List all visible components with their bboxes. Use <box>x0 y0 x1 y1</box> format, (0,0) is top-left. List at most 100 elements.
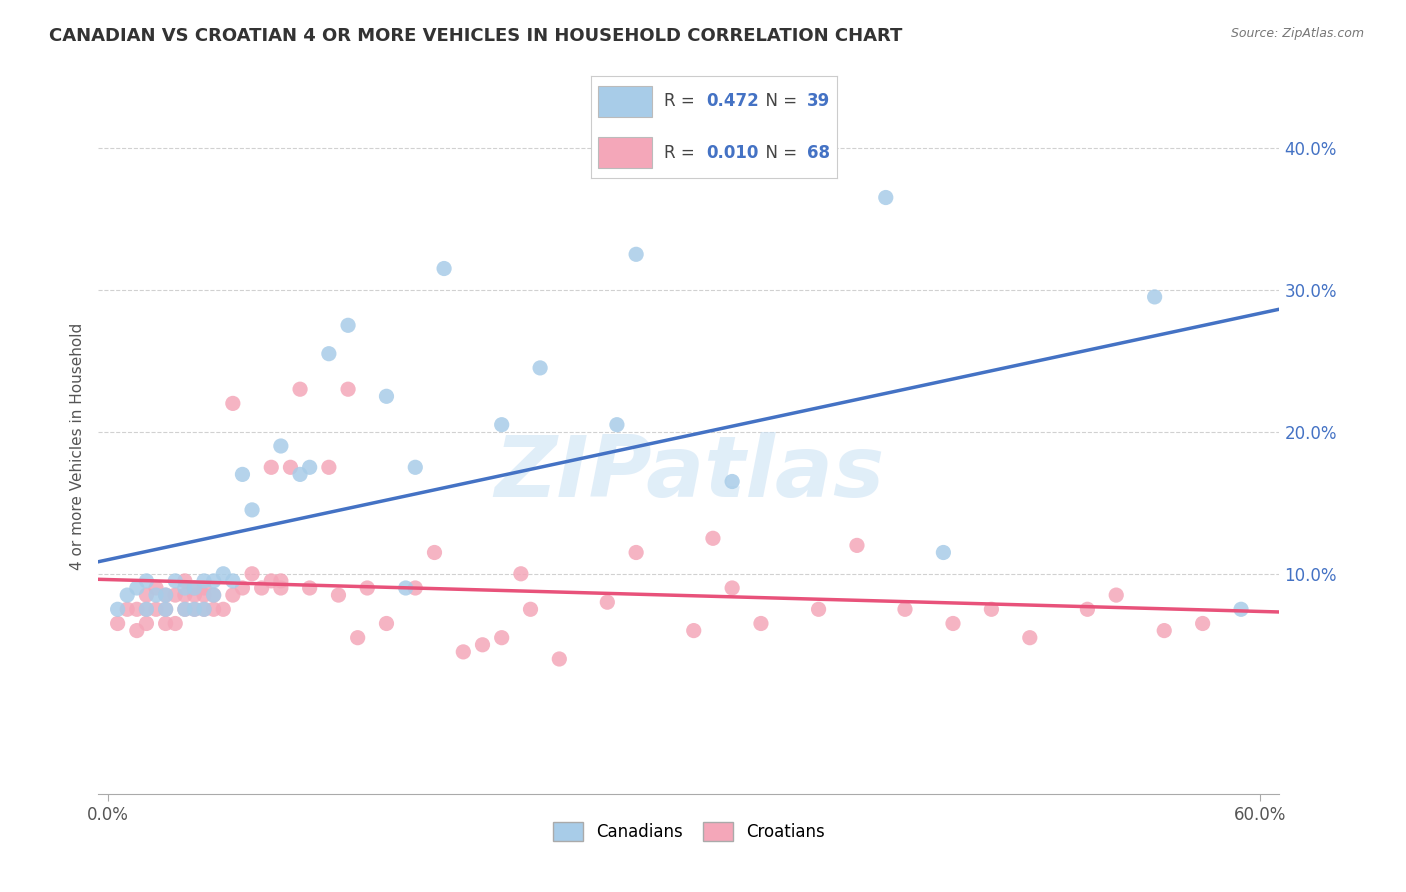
Point <box>509 566 531 581</box>
Point <box>193 581 215 595</box>
Point <box>193 574 215 588</box>
Point <box>270 439 292 453</box>
Point <box>183 581 205 595</box>
Point <box>183 588 205 602</box>
Point <box>222 574 245 588</box>
Point <box>375 389 398 403</box>
Point <box>212 566 235 581</box>
Point <box>749 616 772 631</box>
Point <box>260 574 283 588</box>
Point <box>135 602 157 616</box>
Point <box>298 581 321 595</box>
Point <box>682 624 704 638</box>
Point <box>1230 602 1253 616</box>
Point <box>202 574 225 588</box>
Point <box>356 581 378 595</box>
Point <box>173 581 195 595</box>
Point <box>165 574 187 588</box>
Point <box>337 382 360 396</box>
Point <box>145 581 167 595</box>
Point <box>145 588 167 602</box>
FancyBboxPatch shape <box>598 137 652 168</box>
Point <box>155 616 177 631</box>
Point <box>721 475 744 489</box>
Point <box>846 538 869 552</box>
Text: ZIPatlas: ZIPatlas <box>494 433 884 516</box>
Point <box>318 347 340 361</box>
Point <box>624 545 647 559</box>
Point <box>183 602 205 616</box>
Point <box>145 602 167 616</box>
Text: N =: N = <box>755 144 803 161</box>
Y-axis label: 4 or more Vehicles in Household: 4 or more Vehicles in Household <box>69 322 84 570</box>
Point <box>721 581 744 595</box>
Text: 68: 68 <box>807 144 830 161</box>
Text: 0.472: 0.472 <box>706 93 759 111</box>
Point <box>250 581 273 595</box>
FancyBboxPatch shape <box>598 87 652 117</box>
Point <box>183 602 205 616</box>
Point <box>404 581 426 595</box>
Text: N =: N = <box>755 93 803 111</box>
Point <box>596 595 619 609</box>
Point <box>423 545 446 559</box>
Point <box>135 588 157 602</box>
Point <box>193 588 215 602</box>
Point <box>155 588 177 602</box>
Point <box>125 624 148 638</box>
Point <box>932 545 955 559</box>
Point <box>375 616 398 631</box>
Text: R =: R = <box>664 144 700 161</box>
Point <box>1153 624 1175 638</box>
Point <box>173 602 195 616</box>
Text: 0.010: 0.010 <box>706 144 759 161</box>
Point <box>231 467 253 482</box>
Point <box>155 602 177 616</box>
Point <box>1191 616 1213 631</box>
Point <box>270 581 292 595</box>
Point <box>165 616 187 631</box>
Point <box>606 417 628 432</box>
Point <box>624 247 647 261</box>
Point <box>519 602 541 616</box>
Point <box>318 460 340 475</box>
Legend: Canadians, Croatians: Canadians, Croatians <box>546 815 832 848</box>
Text: 39: 39 <box>807 93 831 111</box>
Point <box>298 460 321 475</box>
Point <box>125 602 148 616</box>
Point <box>1143 290 1166 304</box>
Point <box>193 602 215 616</box>
Point <box>270 574 292 588</box>
Point <box>115 588 138 602</box>
Point <box>115 602 138 616</box>
Point <box>135 616 157 631</box>
Point <box>135 602 157 616</box>
Point <box>107 616 129 631</box>
Point <box>155 588 177 602</box>
Text: Source: ZipAtlas.com: Source: ZipAtlas.com <box>1230 27 1364 40</box>
Point <box>165 588 187 602</box>
Point <box>337 318 360 333</box>
Point <box>433 261 456 276</box>
Point <box>471 638 494 652</box>
Point <box>702 531 724 545</box>
Text: CANADIAN VS CROATIAN 4 OR MORE VEHICLES IN HOUSEHOLD CORRELATION CHART: CANADIAN VS CROATIAN 4 OR MORE VEHICLES … <box>49 27 903 45</box>
Point <box>107 602 129 616</box>
Point <box>155 602 177 616</box>
Point <box>1076 602 1098 616</box>
Point <box>280 460 302 475</box>
Point <box>288 382 311 396</box>
Point <box>453 645 475 659</box>
Point <box>125 581 148 595</box>
Point <box>135 574 157 588</box>
Point <box>404 460 426 475</box>
Point <box>328 588 350 602</box>
Point <box>240 566 263 581</box>
Point <box>240 503 263 517</box>
Point <box>202 588 225 602</box>
Point <box>173 588 195 602</box>
Point <box>222 588 245 602</box>
Point <box>346 631 368 645</box>
Point <box>395 581 418 595</box>
Point <box>231 581 253 595</box>
